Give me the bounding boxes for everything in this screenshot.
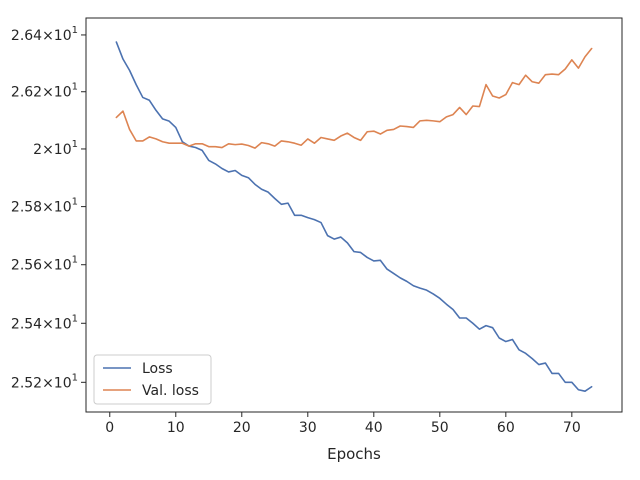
x-tick-label: 40 [365,420,383,436]
y-tick-exponent: 1 [72,197,78,208]
y-tick-mantissa: 2×10 [33,142,71,158]
legend-label-1: Val. loss [142,383,199,399]
y-tick-exponent: 1 [72,139,78,150]
y-axis: 2.52×1012.54×1012.56×1012.58×1012×1012.6… [11,25,86,391]
legend-label-0: Loss [142,361,173,377]
y-tick-label: 2×101 [33,139,78,158]
y-tick-exponent: 1 [72,25,78,36]
y-tick-label: 2.62×101 [11,82,78,101]
y-tick-exponent: 1 [72,372,78,383]
y-tick-label: 2.56×101 [11,255,78,274]
y-tick-mantissa: 2.58×10 [11,200,72,216]
x-tick-label: 50 [431,420,449,436]
y-tick-exponent: 1 [72,255,78,266]
legend: Loss Val. loss [93,354,212,405]
plot-frame [85,17,623,413]
x-tick-label: 10 [167,420,185,436]
series-line-1 [115,47,593,149]
x-axis-label: Epochs [327,445,381,463]
x-tick-label: 70 [563,420,581,436]
x-axis: 0 10 20 30 40 50 60 70 [105,412,581,436]
y-tick-mantissa: 2.54×10 [11,316,72,332]
y-tick-exponent: 1 [72,82,78,93]
y-tick-label: 2.54×101 [11,313,78,332]
y-tick-exponent: 1 [72,313,78,324]
y-tick-mantissa: 2.52×10 [11,375,72,391]
y-tick-mantissa: 2.62×10 [11,85,72,101]
y-tick-mantissa: 2.56×10 [11,258,72,274]
x-tick-label: 30 [299,420,317,436]
x-tick-label: 60 [497,420,515,436]
y-tick-mantissa: 2.64×10 [11,28,72,44]
series-line-0 [115,41,593,393]
y-tick-label: 2.64×101 [11,25,78,44]
y-tick-label: 2.58×101 [11,197,78,216]
series-layer [115,41,593,393]
x-tick-label: 20 [233,420,251,436]
y-tick-label: 2.52×101 [11,372,78,391]
x-tick-label: 0 [105,420,114,436]
